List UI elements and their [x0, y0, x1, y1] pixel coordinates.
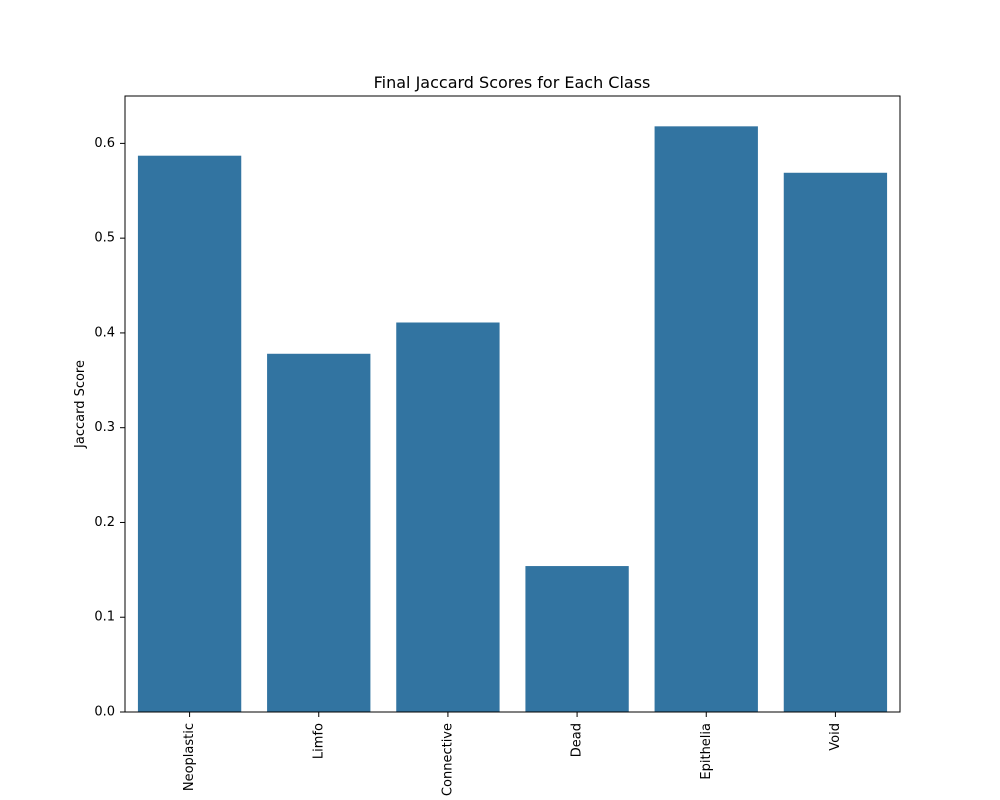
- plot-frame: [124, 95, 901, 713]
- y-axis-label: Jaccard Score: [73, 360, 88, 449]
- x-tick-label: Limfo: [311, 723, 326, 759]
- bars-group: [137, 126, 888, 712]
- y-tick-label: 0.0: [94, 705, 115, 720]
- x-tick-label: Neoplastic: [182, 723, 197, 791]
- x-tick-label: Dead: [570, 723, 585, 757]
- x-tick-label: Connective: [440, 723, 455, 796]
- y-tick-label: 0.2: [94, 515, 115, 530]
- y-tick-label: 0.4: [94, 325, 115, 340]
- y-ticks-group: 0.0 0.1 0.2 0.3 0.4 0.5 0.6: [94, 136, 125, 720]
- x-ticks-group: Neoplastic Limfo Connective Dead Epithelia Vo…: [182, 712, 843, 796]
- y-tick-label: 0.1: [94, 610, 115, 625]
- x-tick-label: Void: [828, 723, 843, 751]
- bar-limfo: [267, 353, 371, 712]
- x-tick-label: Epithelia: [699, 723, 714, 780]
- bar-connective: [396, 322, 500, 712]
- y-tick-label: 0.6: [94, 136, 115, 151]
- bar-dead: [525, 566, 629, 712]
- bar-void: [783, 172, 888, 712]
- bar-neoplastic: [137, 155, 242, 712]
- bar-epithelia: [654, 126, 758, 712]
- y-tick-label: 0.5: [94, 231, 115, 246]
- y-tick-label: 0.3: [94, 420, 115, 435]
- chart-title: Final Jaccard Scores for Each Class: [374, 73, 651, 92]
